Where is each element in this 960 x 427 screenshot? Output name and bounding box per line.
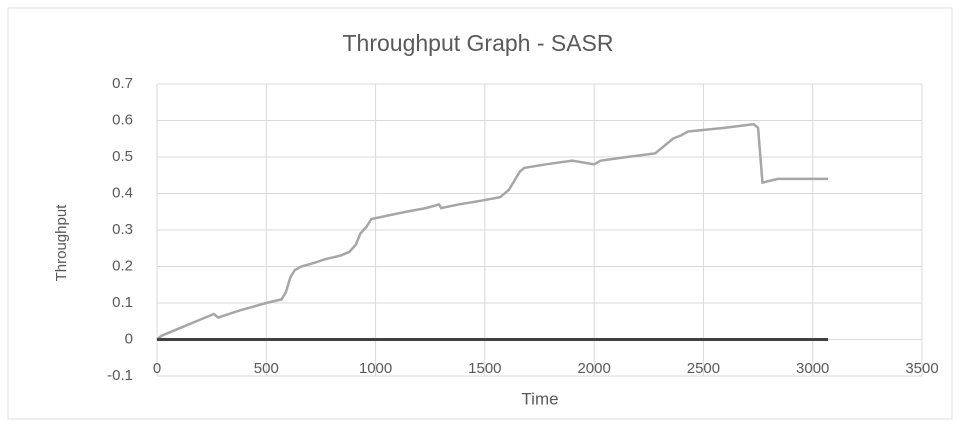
x-tick-label: 0 <box>153 360 161 377</box>
x-tick-label: 500 <box>254 360 279 377</box>
y-tick-label: 0.7 <box>112 75 133 92</box>
y-tick-label: 0.4 <box>112 184 133 201</box>
y-tick-label: 0.1 <box>112 294 133 311</box>
y-axis-label: Throughput <box>53 204 70 282</box>
chart-title: Throughput Graph - SASR <box>342 30 613 56</box>
x-tick-label: 1500 <box>468 360 501 377</box>
y-tick-label: 0.5 <box>112 148 133 165</box>
x-tick-label: 3000 <box>796 360 829 377</box>
x-tick-label: 2500 <box>687 360 720 377</box>
y-tick-label: -0.1 <box>107 367 133 384</box>
x-axis-label: Time <box>521 389 558 408</box>
chart-frame <box>7 7 953 420</box>
y-tick-label: 0.3 <box>112 221 133 238</box>
y-tick-label: 0.2 <box>112 257 133 274</box>
x-tick-label: 1000 <box>359 360 392 377</box>
x-tick-label: 2000 <box>577 360 610 377</box>
data-line <box>156 122 829 341</box>
y-tick-label: 0.6 <box>112 111 133 128</box>
x-tick-label: 3500 <box>905 360 938 377</box>
y-tick-label: 0 <box>125 330 133 347</box>
